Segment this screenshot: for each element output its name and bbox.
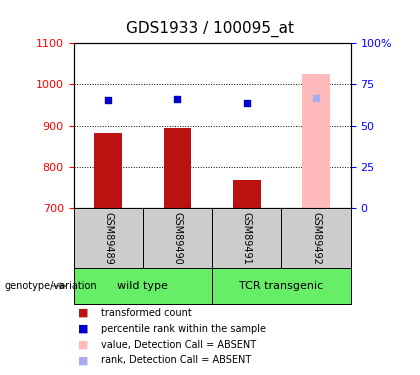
Bar: [302, 74, 330, 208]
Bar: [281, 208, 351, 268]
Text: ■: ■: [78, 308, 88, 318]
Text: rank, Detection Call = ABSENT: rank, Detection Call = ABSENT: [101, 356, 251, 365]
Text: GSM89489: GSM89489: [103, 212, 113, 264]
Text: GSM89490: GSM89490: [173, 212, 182, 264]
Bar: [74, 268, 212, 304]
Bar: [143, 208, 212, 268]
Text: TCR transgenic: TCR transgenic: [239, 281, 323, 291]
Text: GDS1933 / 100095_at: GDS1933 / 100095_at: [126, 21, 294, 37]
Text: percentile rank within the sample: percentile rank within the sample: [101, 324, 266, 334]
Text: ■: ■: [78, 324, 88, 334]
Text: wild type: wild type: [117, 281, 168, 291]
Bar: [74, 208, 143, 268]
Text: genotype/variation: genotype/variation: [4, 281, 97, 291]
Point: [244, 100, 250, 106]
Text: transformed count: transformed count: [101, 308, 192, 318]
Bar: [212, 208, 281, 268]
Point: [174, 96, 181, 102]
Text: GSM89491: GSM89491: [242, 212, 252, 264]
Bar: [94, 133, 122, 208]
Point: [313, 94, 320, 100]
Bar: [233, 180, 261, 208]
Bar: [164, 128, 192, 208]
Text: ■: ■: [78, 356, 88, 365]
Bar: [212, 268, 351, 304]
Text: GSM89492: GSM89492: [311, 212, 321, 265]
Text: ■: ■: [78, 340, 88, 350]
Point: [105, 97, 112, 103]
Text: value, Detection Call = ABSENT: value, Detection Call = ABSENT: [101, 340, 256, 350]
